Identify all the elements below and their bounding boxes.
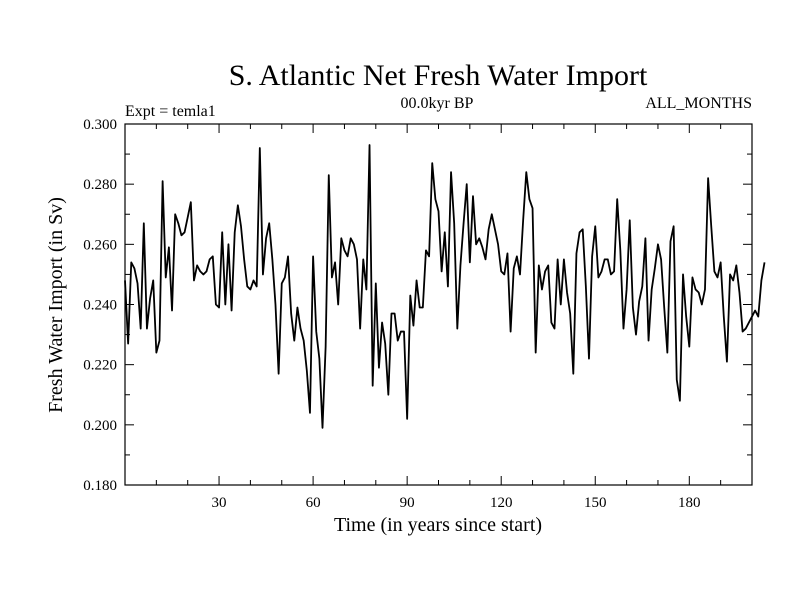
months-label: ALL_MONTHS bbox=[645, 95, 752, 112]
x-tick-label: 180 bbox=[678, 495, 701, 511]
y-tick-label: 0.240 bbox=[83, 298, 117, 314]
x-tick-label: 60 bbox=[306, 495, 321, 511]
y-tick-label: 0.280 bbox=[83, 177, 117, 193]
y-tick-label: 0.180 bbox=[83, 478, 117, 494]
y-tick-label: 0.260 bbox=[83, 237, 117, 253]
y-axis-label: Fresh Water Import (in Sv) bbox=[45, 197, 67, 413]
period-label: 00.0kyr BP bbox=[401, 95, 474, 112]
y-tick-label: 0.220 bbox=[83, 358, 117, 374]
x-tick-label: 90 bbox=[400, 495, 415, 511]
series-line bbox=[124, 144, 766, 429]
x-tick-label: 150 bbox=[584, 495, 607, 511]
chart-title: S. Atlantic Net Fresh Water Import bbox=[229, 59, 648, 92]
y-tick-label: 0.300 bbox=[83, 117, 117, 133]
experiment-label: Expt = temla1 bbox=[125, 103, 216, 120]
x-tick-label: 120 bbox=[490, 495, 513, 511]
y-tick-label: 0.200 bbox=[83, 418, 117, 434]
x-tick-label: 30 bbox=[212, 495, 227, 511]
x-axis-label: Time (in years since start) bbox=[334, 514, 542, 536]
